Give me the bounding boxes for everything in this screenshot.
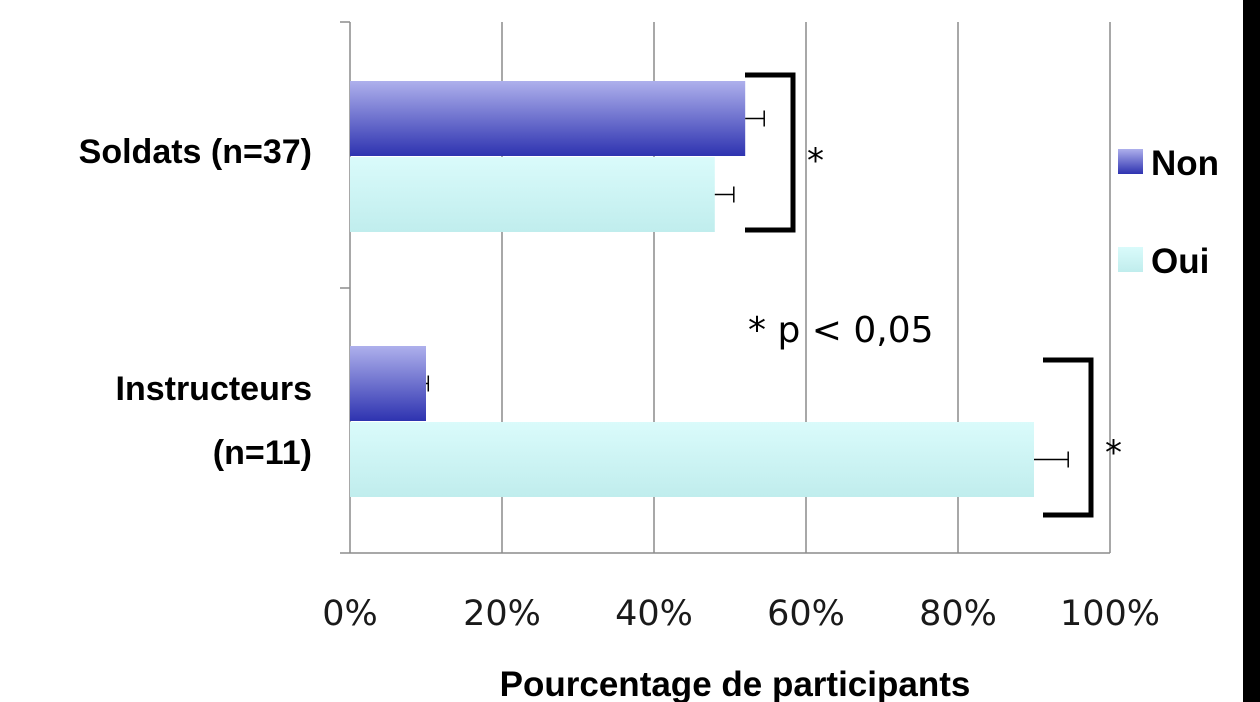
- significance-star: *: [1105, 433, 1122, 473]
- x-tick-label: 20%: [463, 594, 541, 634]
- category-label: Instructeurs: [116, 370, 313, 408]
- bars: [350, 81, 1034, 497]
- x-tick-label: 100%: [1060, 594, 1160, 634]
- x-tick-label: 60%: [767, 594, 845, 634]
- significance-bracket: [1043, 357, 1094, 518]
- legend-swatch-non: [1118, 149, 1143, 174]
- category-label: Soldats (n=37): [79, 133, 312, 171]
- significance-brackets: [745, 72, 1094, 518]
- labels: 0% 20% 40% 60% 80% 100% Soldats (n=37) * Instruc…: [79, 133, 1160, 702]
- category-label: (n=11): [213, 434, 312, 472]
- bar-oui: [350, 157, 715, 232]
- legend-label: Oui: [1151, 242, 1209, 281]
- x-tick-label: 40%: [615, 594, 693, 634]
- error-bars: [426, 110, 1069, 468]
- right-border-bar: [1243, 0, 1260, 702]
- significance-star: *: [807, 141, 824, 181]
- bar-non: [350, 346, 426, 421]
- bar-non: [350, 81, 746, 156]
- legend-label: Non: [1151, 144, 1219, 183]
- x-tick-label: 0%: [322, 594, 378, 634]
- legend: Non Oui: [1118, 144, 1219, 281]
- significance-note: * p < 0,05: [748, 310, 934, 351]
- bar-oui: [350, 422, 1034, 497]
- significance-bracket: [745, 72, 796, 233]
- x-axis-label: Pourcentage de participants: [500, 665, 971, 702]
- x-tick-label: 80%: [919, 594, 997, 634]
- legend-swatch-oui: [1118, 247, 1143, 272]
